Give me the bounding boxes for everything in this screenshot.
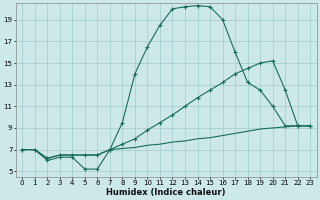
X-axis label: Humidex (Indice chaleur): Humidex (Indice chaleur) [107, 188, 226, 197]
